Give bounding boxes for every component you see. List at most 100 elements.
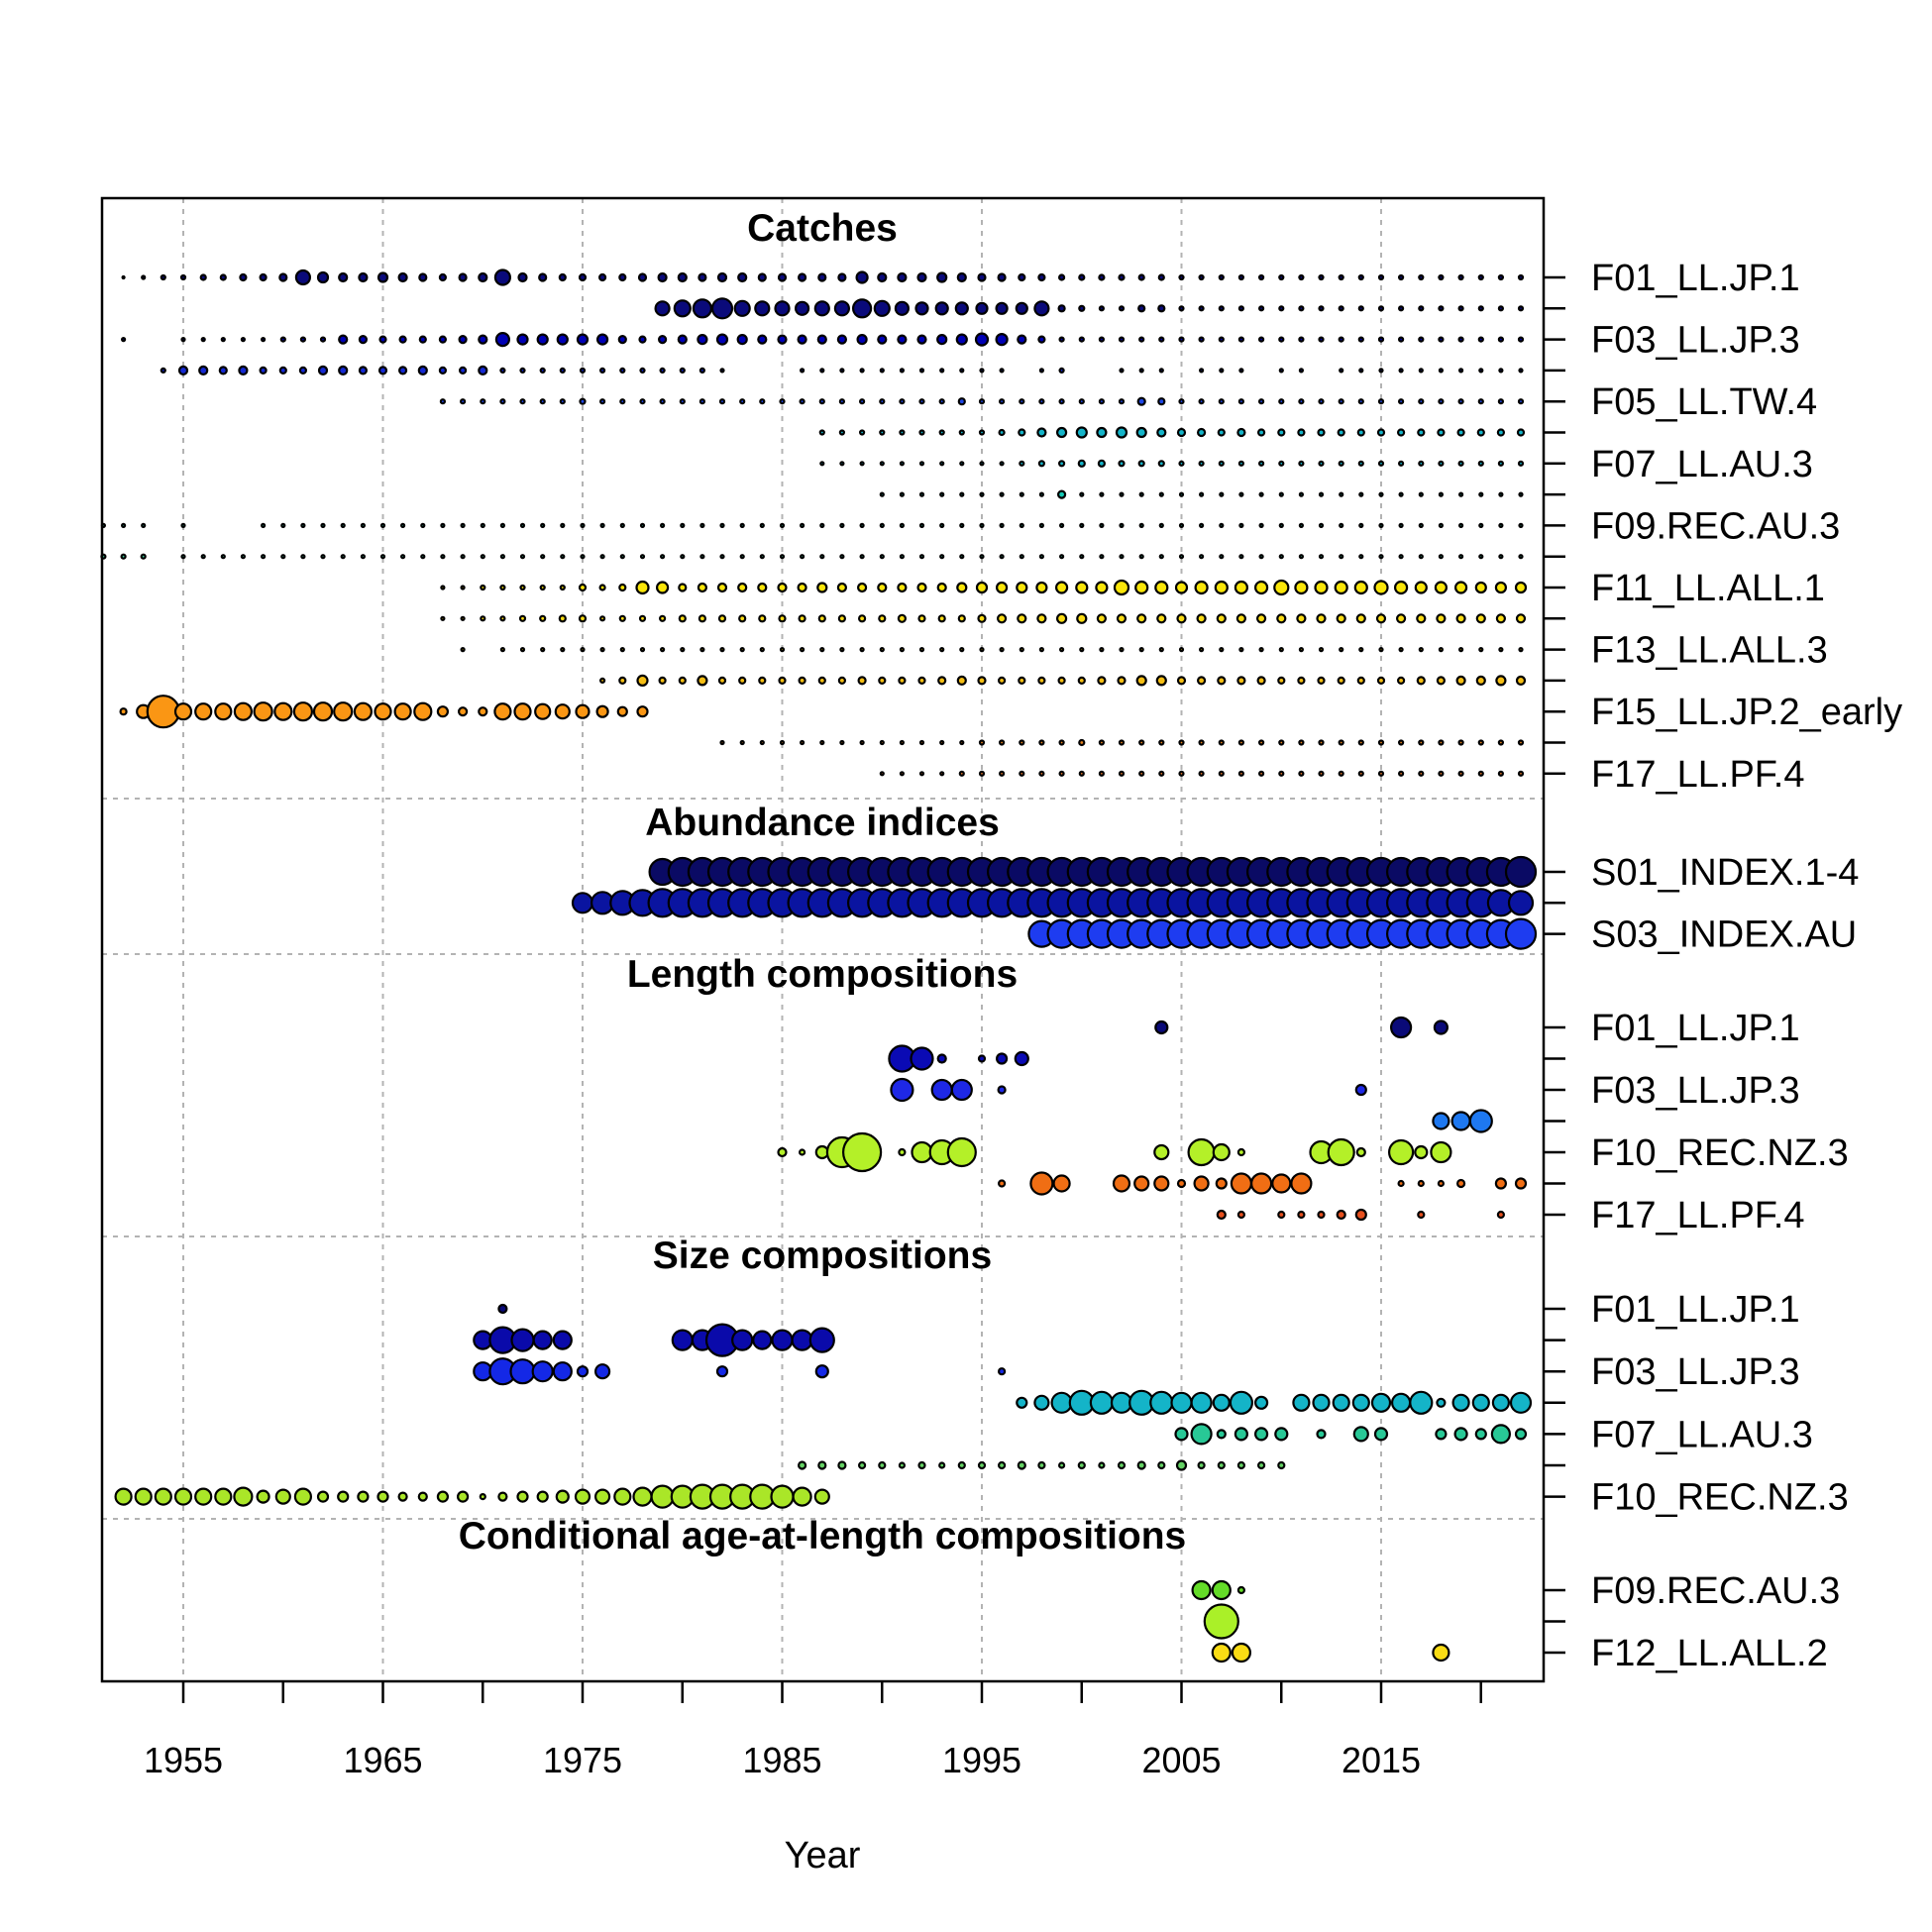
fleet-label: F17_LL.PF.4 (1591, 1195, 1804, 1236)
data-bubble (1236, 1460, 1246, 1470)
data-bubble (578, 583, 588, 592)
data-bubble (1178, 739, 1185, 746)
data-bubble (319, 336, 327, 343)
data-bubble (1514, 1428, 1528, 1441)
data-bubble (859, 554, 865, 560)
data-bubble (1237, 305, 1245, 312)
data-bubble (1338, 398, 1344, 405)
data-bubble (1517, 398, 1525, 405)
data-bubble (400, 522, 406, 529)
data-bubble (636, 705, 649, 718)
data-bubble (1235, 613, 1247, 624)
data-bubble (1237, 460, 1245, 467)
data-bubble (975, 581, 989, 594)
data-bubble (857, 676, 867, 686)
data-bubble (1453, 1427, 1468, 1442)
data-bubble (539, 398, 546, 405)
x-axis: 1955 1965 1975 1985 1995 2005 2015 (144, 1681, 1482, 1780)
data-bubble (1178, 305, 1185, 312)
data-bubble (757, 334, 768, 345)
data-bubble (777, 1146, 788, 1158)
data-bubble (519, 522, 526, 529)
data-bubble (1257, 770, 1265, 777)
data-bubble (1119, 368, 1125, 374)
data-bubble (1138, 646, 1144, 653)
data-bubble (798, 1148, 806, 1156)
data-bubble (1457, 273, 1464, 281)
x-tick-label: 1975 (543, 1740, 622, 1780)
data-bubble (1218, 398, 1225, 405)
data-bubble (1375, 613, 1387, 624)
data-bubble (1119, 646, 1125, 653)
data-bubble (1273, 579, 1290, 596)
data-bubble (1018, 428, 1026, 437)
data-bubble (1497, 770, 1505, 777)
data-bubble (1113, 579, 1130, 596)
data-bubble (1353, 580, 1368, 595)
data-bubble (977, 613, 987, 623)
data-bubble (778, 676, 787, 686)
data-bubble (194, 702, 213, 721)
data-bubble (916, 582, 927, 593)
data-bubble (1497, 739, 1505, 746)
data-bubble (1058, 398, 1065, 405)
data-bubble (418, 272, 428, 282)
data-bubble (1397, 739, 1405, 746)
data-bubble (1478, 522, 1484, 529)
data-bubble (1058, 554, 1065, 560)
data-bubble (758, 614, 767, 623)
data-bubble (1477, 398, 1484, 405)
data-bubble (618, 583, 627, 592)
data-bubble (1257, 739, 1265, 746)
data-bubble (1237, 739, 1245, 746)
data-bubble (1357, 273, 1364, 281)
data-bubble (1451, 1393, 1470, 1412)
data-bubble (559, 584, 566, 591)
data-bubble (141, 274, 147, 280)
data-bubble (837, 676, 847, 686)
data-bubble (916, 271, 927, 283)
data-bubble (1157, 460, 1165, 468)
data-bubble (1474, 1428, 1487, 1441)
data-bubble (1298, 336, 1305, 343)
data-bubble (1352, 1426, 1369, 1443)
data-bubble (519, 646, 526, 653)
data-bubble (1509, 1391, 1533, 1414)
data-bubble (1191, 1579, 1212, 1601)
data-bubble (397, 271, 408, 283)
data-bubble (397, 1491, 408, 1502)
data-bubble (1433, 1020, 1449, 1035)
data-bubble (680, 554, 686, 560)
data-bubble (1477, 305, 1484, 312)
data-bubble (337, 1490, 350, 1503)
data-bubble (717, 676, 727, 686)
data-bubble (939, 771, 945, 777)
data-bubble (1318, 398, 1325, 405)
data-bubble (1078, 738, 1086, 747)
data-bubble (637, 272, 648, 282)
data-bubble (379, 522, 386, 529)
data-bubble (312, 701, 334, 722)
data-bubble (1198, 460, 1205, 467)
data-bubble (1496, 1210, 1506, 1220)
data-bubble (939, 461, 945, 467)
data-bubble (650, 1484, 675, 1509)
data-bubble (599, 522, 605, 529)
data-bubble (816, 582, 828, 593)
data-bubble (1176, 613, 1187, 624)
data-bubble (1219, 522, 1225, 529)
data-bubble (517, 271, 528, 283)
data-bubble (238, 365, 249, 376)
data-bubble (639, 554, 646, 560)
data-bubble (899, 491, 906, 497)
data-bubble (1377, 770, 1385, 777)
data-bubble (1438, 336, 1445, 343)
data-bubble (1471, 1393, 1490, 1412)
data-bubble (219, 273, 227, 281)
data-bubble (1292, 1393, 1311, 1412)
data-bubble (1058, 770, 1065, 777)
data-bubble (1357, 739, 1364, 746)
data-bubble (1496, 428, 1506, 437)
data-bubble (1497, 336, 1505, 343)
data-bubble (1312, 1393, 1331, 1412)
